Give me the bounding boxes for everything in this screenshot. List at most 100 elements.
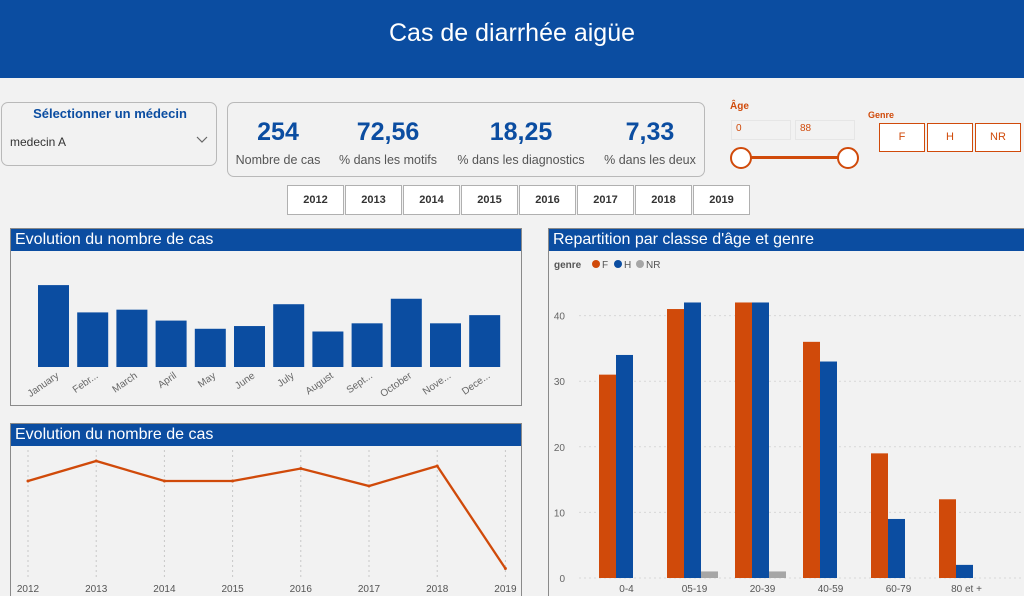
year-button-2012[interactable]: 2012 — [287, 185, 344, 215]
month-bar[interactable] — [116, 309, 148, 367]
age-slider-max-handle[interactable] — [837, 147, 859, 169]
kpi-value: 18,25 — [489, 118, 553, 146]
age-max-input[interactable]: 88 — [795, 120, 855, 140]
age-bar-f[interactable] — [667, 309, 684, 578]
line-point[interactable] — [299, 467, 303, 470]
yearly-line-chart: 2012 2013 2014 2015 2016 2017 2018 2019 — [17, 450, 517, 595]
kpi-label: % dans les motifs — [339, 153, 437, 167]
year-tick-label: 2019 — [494, 584, 517, 595]
month-tick-label: May — [196, 370, 218, 390]
month-tick-label: Febr... — [71, 370, 101, 395]
age-tick-label: 80 et + — [951, 584, 982, 595]
year-button-2014[interactable]: 2014 — [403, 185, 460, 215]
year-button-2016[interactable]: 2016 — [519, 185, 576, 215]
year-tick-label: 2016 — [290, 584, 313, 595]
month-bar[interactable] — [312, 331, 344, 367]
line-point[interactable] — [231, 479, 235, 483]
year-button-2019[interactable]: 2019 — [693, 185, 750, 215]
header-bar: Cas de diarrhée aigüe — [0, 0, 1024, 78]
age-bar-f[interactable] — [803, 341, 820, 578]
year-tick-label: 2014 — [153, 584, 176, 595]
chevron-down-icon — [196, 133, 208, 150]
line-point[interactable] — [367, 484, 371, 488]
month-bar[interactable] — [273, 304, 305, 367]
age-bar-h[interactable] — [956, 564, 973, 578]
age-slider-track[interactable] — [740, 156, 848, 159]
age-bar-h[interactable] — [616, 354, 633, 578]
month-bar[interactable] — [155, 320, 187, 367]
age-bar-f[interactable] — [735, 302, 752, 578]
genre-button-nr[interactable]: NR — [975, 123, 1021, 152]
kpi-label: % dans les diagnostics — [457, 153, 585, 167]
age-bar-f[interactable] — [939, 499, 956, 578]
age-tick-label: 40-59 — [818, 584, 844, 595]
age-slider-min-handle[interactable] — [730, 147, 752, 169]
year-tick-label: 2018 — [426, 584, 449, 595]
month-tick-label: Sept... — [345, 370, 375, 396]
kpi-pct-both: 7,33 % dans les deux — [598, 117, 702, 167]
genre-button-f[interactable]: F — [879, 123, 925, 152]
year-tick-label: 2017 — [358, 584, 381, 595]
page-title: Cas de diarrhée aigüe — [389, 19, 635, 47]
year-button-2015[interactable]: 2015 — [461, 185, 518, 215]
age-bar-h[interactable] — [752, 302, 769, 578]
age-bar-h[interactable] — [888, 518, 905, 578]
month-bar[interactable] — [234, 326, 265, 367]
month-bar[interactable] — [38, 285, 69, 367]
line-point[interactable] — [26, 479, 30, 483]
month-tick-label: Dece... — [460, 370, 492, 397]
age-bar-nr[interactable] — [701, 571, 718, 578]
year-tick-label: 2015 — [221, 584, 244, 595]
year-tick-label: 2012 — [17, 584, 40, 595]
age-bar-nr[interactable] — [769, 571, 786, 578]
doctor-slicer-label: Sélectionner un médecin — [33, 106, 187, 121]
line-point[interactable] — [94, 459, 98, 463]
y-tick-label: 10 — [554, 508, 566, 519]
kpi-label: Nombre de cas — [235, 153, 321, 167]
year-button-2017[interactable]: 2017 — [577, 185, 634, 215]
legend-label: NR — [646, 260, 660, 271]
month-tick-label: January — [26, 370, 61, 399]
age-tick-label: 60-79 — [886, 584, 912, 595]
line-point[interactable] — [162, 479, 166, 483]
genre-button-h[interactable]: H — [927, 123, 973, 152]
kpi-value: 7,33 — [625, 118, 675, 146]
year-button-2018[interactable]: 2018 — [635, 185, 692, 215]
legend-swatch — [614, 260, 622, 268]
month-bar[interactable] — [194, 328, 226, 367]
age-genre-chart-title: Repartition par classe d'âge et genre — [549, 229, 1024, 251]
doctor-slicer: Sélectionner un médecin medecin A — [1, 102, 217, 166]
yearly-chart-title: Evolution du nombre de cas — [11, 424, 521, 446]
genre-slicer-label: Genre — [868, 110, 895, 120]
month-tick-label: March — [111, 370, 140, 395]
doctor-dropdown[interactable]: medecin A — [10, 133, 210, 151]
doctor-selected-value: medecin A — [10, 135, 67, 149]
monthly-chart-title: Evolution du nombre de cas — [11, 229, 521, 251]
month-bar[interactable] — [77, 312, 109, 367]
legend-swatch — [636, 260, 644, 268]
month-bar[interactable] — [390, 298, 422, 367]
kpi-value: 72,56 — [356, 118, 420, 146]
cases-line[interactable] — [27, 459, 507, 570]
month-tick-label: June — [233, 370, 257, 392]
kpi-value: 254 — [257, 118, 299, 146]
month-tick-label: October — [379, 370, 415, 400]
kpi-pct-motifs: 72,56 % dans les motifs — [332, 117, 444, 167]
y-tick-label: 40 — [554, 312, 566, 323]
year-button-2013[interactable]: 2013 — [345, 185, 402, 215]
month-tick-label: July — [276, 370, 297, 389]
age-bar-f[interactable] — [599, 374, 616, 578]
line-point[interactable] — [435, 464, 439, 468]
age-min-input[interactable]: 0 — [731, 120, 791, 140]
age-bar-h[interactable] — [820, 361, 837, 578]
month-tick-label: August — [304, 370, 336, 397]
kpi-case-count: 254 Nombre de cas — [230, 117, 326, 167]
age-bar-h[interactable] — [684, 302, 701, 578]
age-genre-panel: Repartition par classe d'âge et genre ge… — [548, 228, 1024, 596]
legend-title: genre — [554, 260, 582, 271]
age-bar-f[interactable] — [871, 453, 888, 578]
month-bar[interactable] — [430, 323, 461, 367]
month-bar[interactable] — [351, 323, 383, 367]
line-point[interactable] — [503, 567, 507, 570]
month-bar[interactable] — [469, 315, 501, 367]
